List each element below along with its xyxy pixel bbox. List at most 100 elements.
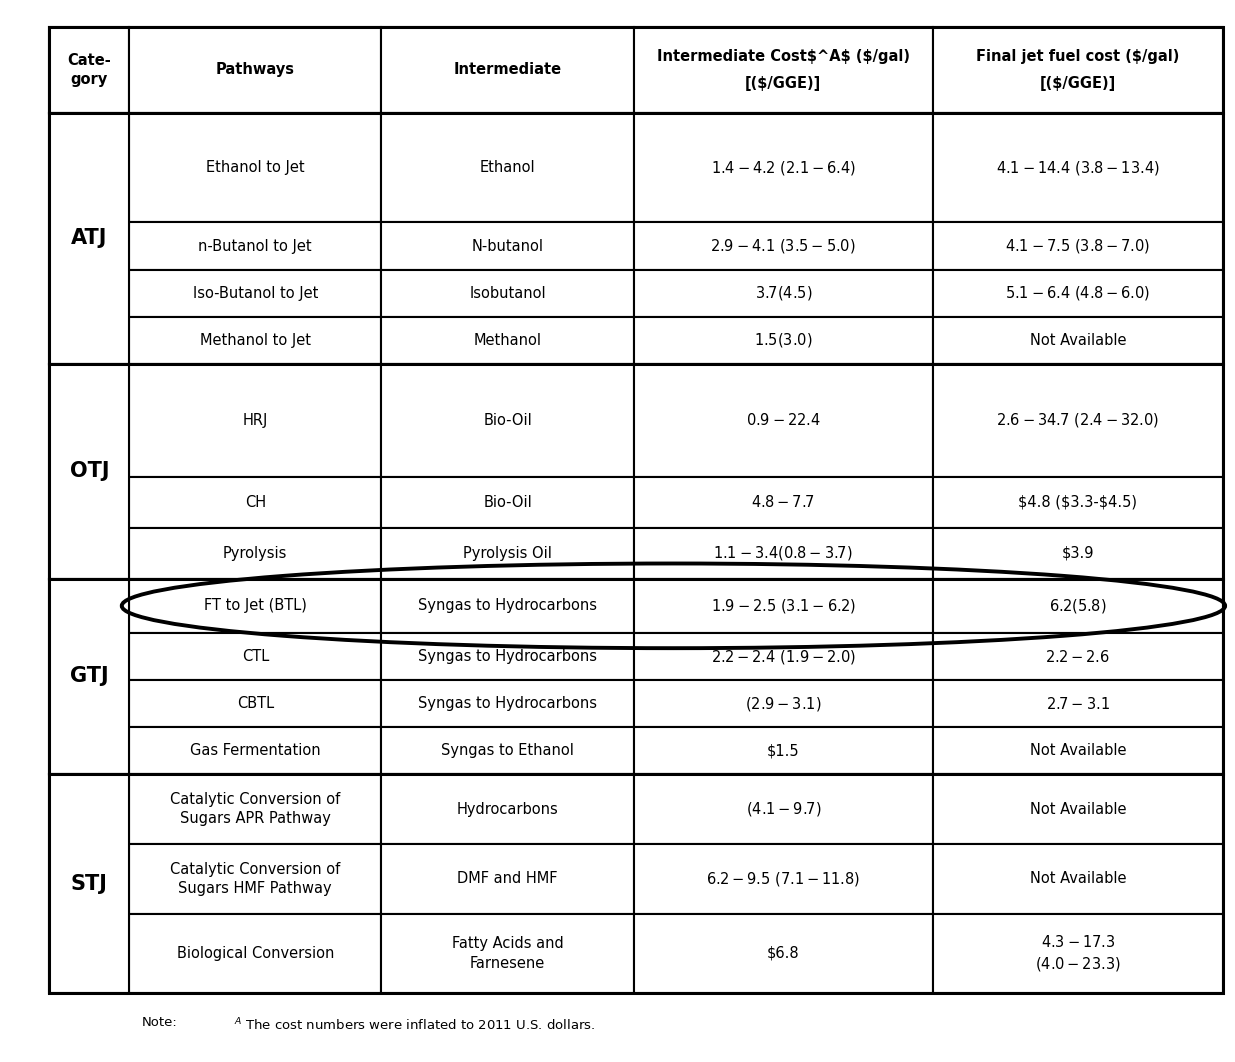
Bar: [634, 844, 932, 913]
Text: Syngas to Hydrocarbons: Syngas to Hydrocarbons: [419, 697, 597, 712]
Bar: [932, 681, 1223, 727]
Text: Pyrolysis: Pyrolysis: [224, 546, 288, 561]
Bar: [130, 633, 382, 681]
Bar: [634, 774, 932, 844]
Bar: [130, 774, 382, 844]
Bar: [932, 316, 1223, 364]
Text: N-butanol: N-butanol: [472, 239, 543, 254]
Text: ($2.9-$3.1): ($2.9-$3.1): [745, 695, 821, 713]
Bar: [932, 633, 1223, 681]
Text: Not Available: Not Available: [1030, 332, 1126, 347]
Bar: [130, 477, 382, 528]
Bar: [130, 222, 382, 270]
Text: $6.8: $6.8: [767, 946, 799, 961]
Bar: [932, 913, 1223, 993]
Bar: [932, 364, 1223, 477]
Text: Note:: Note:: [142, 1016, 178, 1029]
Bar: [130, 844, 382, 913]
Text: Iso-Butanol to Jet: Iso-Butanol to Jet: [193, 286, 317, 301]
Text: Syngas to Hydrocarbons: Syngas to Hydrocarbons: [419, 649, 597, 664]
Text: $4.1-$14.4 ($3.8-$13.4): $4.1-$14.4 ($3.8-$13.4): [995, 159, 1160, 177]
Text: $2.9-$4.1 ($3.5-$5.0): $2.9-$4.1 ($3.5-$5.0): [710, 237, 856, 255]
Text: $^A$ The cost numbers were inflated to 2011 U.S. dollars.: $^A$ The cost numbers were inflated to 2…: [235, 1016, 595, 1033]
Text: CBTL: CBTL: [237, 697, 274, 712]
Text: Cate-
gory: Cate- gory: [68, 53, 111, 87]
Text: STJ: STJ: [70, 874, 107, 894]
Text: Pyrolysis Oil: Pyrolysis Oil: [463, 546, 552, 561]
Bar: [382, 844, 634, 913]
Bar: [382, 681, 634, 727]
Text: $4.8 ($3.3-$4.5): $4.8 ($3.3-$4.5): [1018, 495, 1137, 510]
Text: Hydrocarbons: Hydrocarbons: [457, 802, 558, 817]
Text: Ethanol: Ethanol: [479, 160, 535, 175]
Bar: [382, 270, 634, 316]
Bar: [49, 364, 130, 579]
Bar: [382, 913, 634, 993]
Text: $4.1-$7.5 ($3.8-$7.0): $4.1-$7.5 ($3.8-$7.0): [1005, 237, 1151, 255]
Bar: [932, 27, 1223, 114]
Bar: [634, 114, 932, 222]
Text: CTL: CTL: [242, 649, 269, 664]
Text: Syngas to Hydrocarbons: Syngas to Hydrocarbons: [419, 598, 597, 614]
Bar: [634, 222, 932, 270]
Bar: [130, 270, 382, 316]
Text: Not Available: Not Available: [1030, 802, 1126, 817]
Bar: [932, 477, 1223, 528]
Text: ($4.1-$9.7): ($4.1-$9.7): [746, 801, 821, 819]
Text: $6.2 ($5.8): $6.2 ($5.8): [1049, 597, 1107, 615]
Text: Final jet fuel cost ($/gal): Final jet fuel cost ($/gal): [976, 49, 1179, 64]
Text: n-Butanol to Jet: n-Butanol to Jet: [199, 239, 312, 254]
Bar: [382, 27, 634, 114]
Bar: [130, 528, 382, 579]
Bar: [382, 364, 634, 477]
Bar: [130, 913, 382, 993]
Bar: [382, 114, 634, 222]
Text: Isobutanol: Isobutanol: [469, 286, 546, 301]
Bar: [382, 774, 634, 844]
Bar: [634, 364, 932, 477]
Text: $3.7 ($4.5): $3.7 ($4.5): [755, 285, 811, 302]
Text: Ethanol to Jet: Ethanol to Jet: [206, 160, 305, 175]
Text: Catalytic Conversion of
Sugars APR Pathway: Catalytic Conversion of Sugars APR Pathw…: [170, 792, 341, 826]
Text: Methanol: Methanol: [473, 332, 542, 347]
Text: Bio-Oil: Bio-Oil: [483, 495, 532, 510]
Text: HRJ: HRJ: [242, 413, 268, 428]
Text: $5.1-$6.4 ($4.8-$6.0): $5.1-$6.4 ($4.8-$6.0): [1005, 285, 1151, 302]
Bar: [130, 579, 382, 633]
Bar: [932, 727, 1223, 774]
Text: ATJ: ATJ: [72, 228, 107, 249]
Bar: [130, 727, 382, 774]
Text: Not Available: Not Available: [1030, 872, 1126, 887]
Text: [($/GGE)]: [($/GGE)]: [745, 76, 821, 91]
Text: Intermediate: Intermediate: [453, 63, 562, 78]
Text: $1.1-$3.4($0.8-$3.7): $1.1-$3.4($0.8-$3.7): [714, 544, 853, 562]
Text: $1.4-$4.2 ($2.1-$6.4): $1.4-$4.2 ($2.1-$6.4): [711, 159, 856, 177]
Bar: [634, 633, 932, 681]
Text: $2.2-$2.4 ($1.9-$2.0): $2.2-$2.4 ($1.9-$2.0): [711, 648, 856, 666]
Bar: [382, 579, 634, 633]
Text: $3.9: $3.9: [1062, 546, 1094, 561]
Text: $1.5: $1.5: [767, 743, 799, 758]
Text: Gas Fermentation: Gas Fermentation: [190, 743, 321, 758]
Bar: [382, 222, 634, 270]
Bar: [634, 477, 932, 528]
Bar: [634, 528, 932, 579]
Text: $1.9-$2.5 ($3.1-$6.2): $1.9-$2.5 ($3.1-$6.2): [711, 597, 856, 615]
Text: Fatty Acids and
Farnesene: Fatty Acids and Farnesene: [452, 937, 563, 971]
Bar: [382, 633, 634, 681]
Text: $4.8-$7.7: $4.8-$7.7: [751, 494, 815, 510]
Text: $2.6-$34.7 ($2.4-$32.0): $2.6-$34.7 ($2.4-$32.0): [997, 411, 1160, 429]
Bar: [932, 774, 1223, 844]
Text: $2.7-$3.1: $2.7-$3.1: [1046, 696, 1110, 712]
Bar: [634, 316, 932, 364]
Text: Intermediate Cost$^A$ ($/gal): Intermediate Cost$^A$ ($/gal): [657, 49, 910, 64]
Bar: [634, 681, 932, 727]
Text: DMF and HMF: DMF and HMF: [457, 872, 558, 887]
Text: Syngas to Ethanol: Syngas to Ethanol: [441, 743, 574, 758]
Text: $1.5 ($3.0): $1.5 ($3.0): [753, 331, 813, 349]
Text: GTJ: GTJ: [70, 667, 109, 686]
Text: [($/GGE)]: [($/GGE)]: [1040, 76, 1116, 91]
Text: $6.2-$9.5 ($7.1-$11.8): $6.2-$9.5 ($7.1-$11.8): [706, 870, 861, 888]
Text: Pathways: Pathways: [216, 63, 295, 78]
Bar: [49, 114, 130, 364]
